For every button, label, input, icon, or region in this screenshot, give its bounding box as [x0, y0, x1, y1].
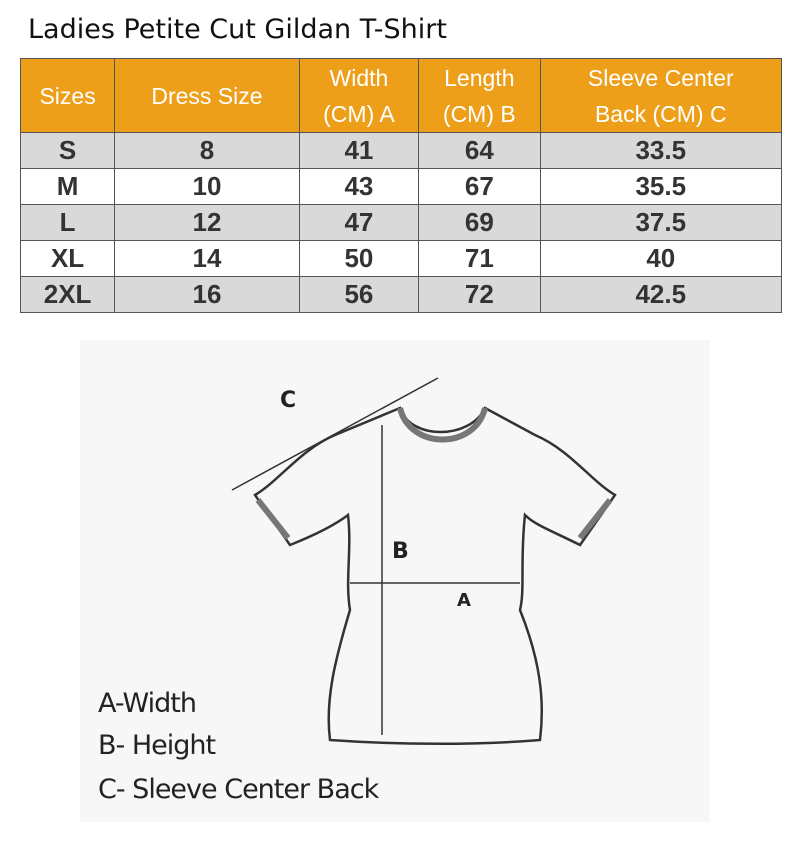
table-cell: 33.5	[539, 132, 783, 169]
table-cell: 43	[298, 168, 420, 205]
size-table: Sizes Dress Size Width (CM) A Length (CM) …	[19, 58, 783, 313]
legend-b: B- Height	[98, 730, 216, 761]
table-cell: 12	[114, 204, 300, 241]
table-cell: 50	[298, 240, 420, 277]
table-cell: 42.5	[539, 276, 783, 313]
table-cell: M	[19, 168, 116, 205]
table-cell: 47	[298, 204, 420, 241]
legend-a: A-Width	[98, 688, 197, 719]
table-cell: 14	[114, 240, 300, 277]
table-row: L 12 47 69 37.5	[19, 204, 783, 241]
table-row: 2XL 16 56 72 42.5	[19, 276, 783, 313]
header-dress-size: Dress Size	[114, 58, 300, 133]
shirt-diagram: B A C A-Width B- Height C- Sleeve Center…	[80, 340, 710, 822]
table-cell: 69	[418, 204, 541, 241]
table-header-row: Sizes Dress Size Width (CM) A Length (CM) …	[19, 58, 783, 133]
table-cell: XL	[19, 240, 116, 277]
table-row: XL 14 50 71 40	[19, 240, 783, 277]
table-cell: 67	[418, 168, 541, 205]
header-length: Length (CM) B	[418, 58, 541, 133]
shirt-outline	[253, 406, 617, 745]
table-cell: 37.5	[539, 204, 783, 241]
table-cell: 8	[114, 132, 300, 169]
table-cell: 41	[298, 132, 420, 169]
table-cell: L	[19, 204, 116, 241]
tshirt-illustration: B A C	[231, 377, 617, 745]
label-a: A	[457, 590, 471, 611]
table-cell: 71	[418, 240, 541, 277]
table-cell: 40	[539, 240, 783, 277]
table-cell: 64	[418, 132, 541, 169]
table-cell: 35.5	[539, 168, 783, 205]
table-cell: 56	[298, 276, 420, 313]
table-cell: 72	[418, 276, 541, 313]
label-b: B	[392, 539, 409, 564]
table-cell: 2XL	[19, 276, 116, 313]
header-sleeve: Sleeve Center Back (CM) C	[539, 58, 783, 133]
table-row: M 10 43 67 35.5	[19, 168, 783, 205]
table-cell: S	[19, 132, 116, 169]
header-width: Width (CM) A	[298, 58, 420, 133]
header-sizes: Sizes	[19, 58, 116, 133]
table-cell: 16	[114, 276, 300, 313]
table-cell: 10	[114, 168, 300, 205]
table-row: S 8 41 64 33.5	[19, 132, 783, 169]
legend-c: C- Sleeve Center Back	[98, 774, 379, 805]
page-title: Ladies Petite Cut Gildan T-Shirt	[28, 14, 447, 45]
label-c: C	[280, 388, 296, 413]
